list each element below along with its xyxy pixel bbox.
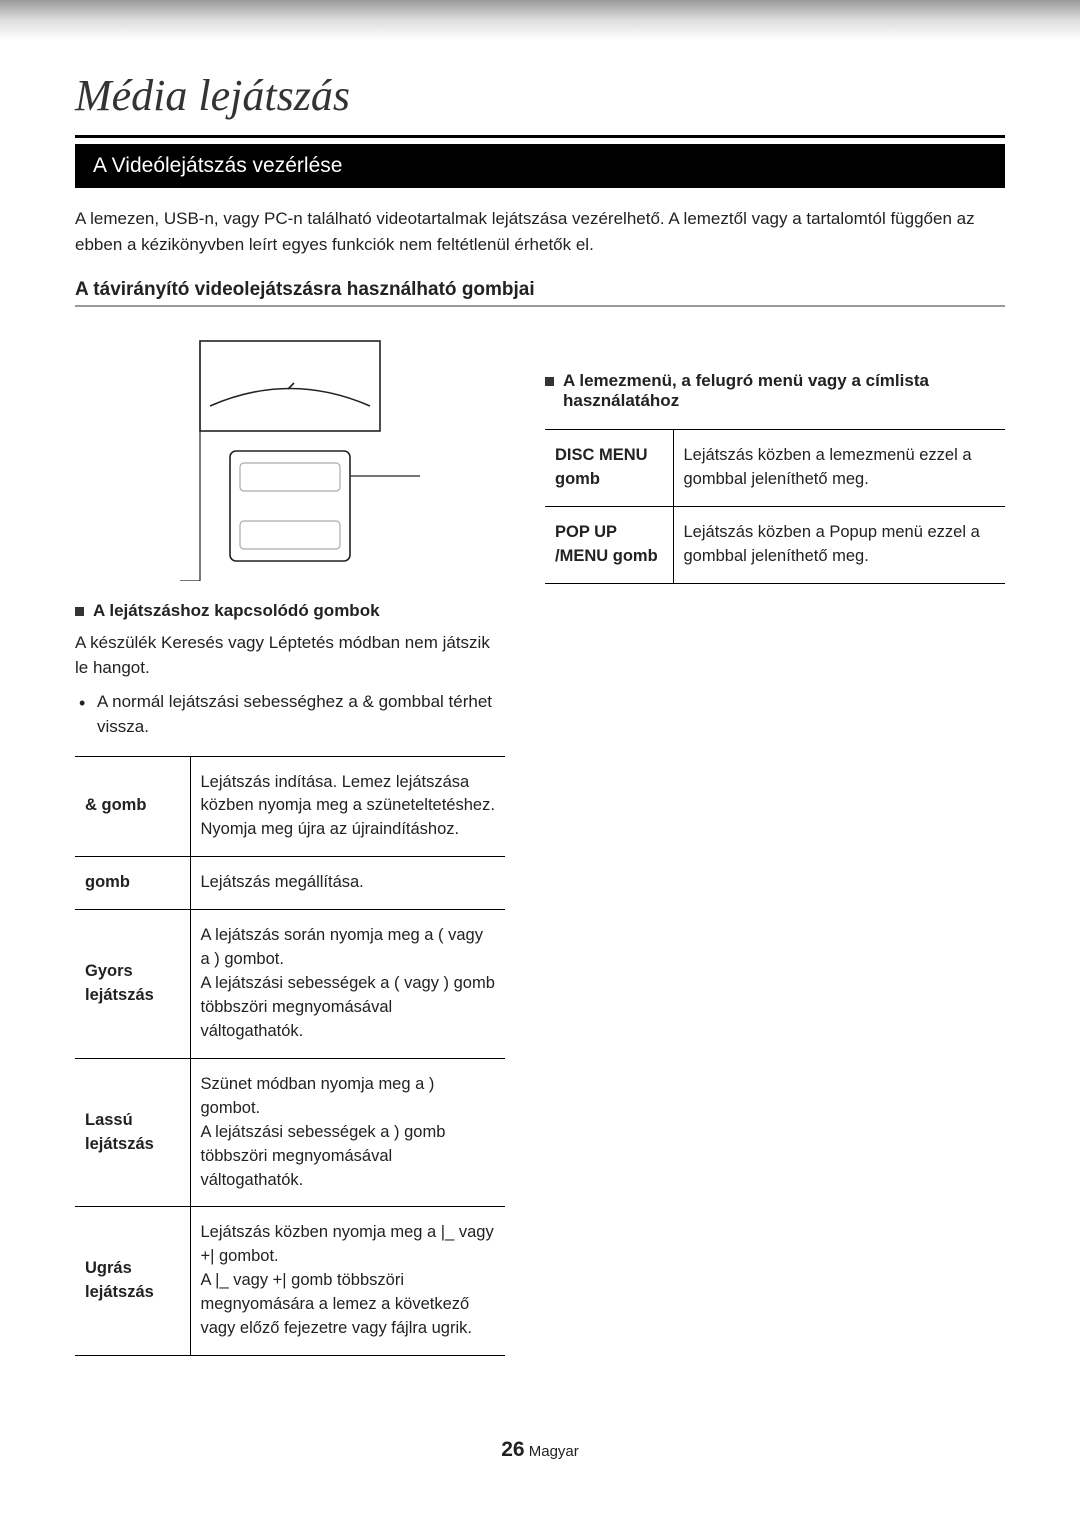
left-bullet: A normál lejátszási sebességhez a & gomb… [75, 690, 505, 739]
right-column: A lemezmenü, a felugró menü vagy a címli… [545, 331, 1005, 1356]
two-column-layout: A lejátszáshoz kapcsolódó gombok A készü… [75, 331, 1005, 1356]
section-header: A Videólejátszás vezérlése [75, 144, 1005, 188]
row-label: Lassú lejátszás [75, 1058, 190, 1207]
table-row: gomb Lejátszás megállítása. [75, 857, 505, 910]
page-footer: 26 Magyar [0, 1438, 1080, 1462]
row-desc: Lejátszás megállítása. [190, 857, 505, 910]
subsection-underline [75, 305, 1005, 307]
table-row: POP UP /MENU gomb Lejátszás közben a Pop… [545, 506, 1005, 583]
row-desc: Lejátszás indítása. Lemez lejátszása köz… [190, 756, 505, 857]
table-row: Gyors lejátszás A lejátszás során nyomja… [75, 910, 505, 1059]
row-label: DISC MENU gomb [545, 430, 673, 507]
row-label: Ugrás lejátszás [75, 1207, 190, 1356]
table-row: DISC MENU gomb Lejátszás közben a lemezm… [545, 430, 1005, 507]
top-gradient [0, 0, 1080, 40]
row-desc: Lejátszás közben nyomja meg a |_ vagy +|… [190, 1207, 505, 1356]
subsection-title: A távirányító videolejátszásra használha… [75, 279, 1005, 301]
left-para1: A készülék Keresés vagy Léptetés módban … [75, 631, 505, 680]
title-underline [75, 135, 1005, 138]
intro-paragraph: A lemezen, USB-n, vagy PC-n található vi… [75, 206, 1005, 257]
page-title: Média lejátszás [75, 70, 1005, 121]
table-row: & gomb Lejátszás indítása. Lemez lejátsz… [75, 756, 505, 857]
remote-diagram [160, 331, 420, 581]
row-label: POP UP /MENU gomb [545, 506, 673, 583]
row-desc: A lejátszás során nyomja meg a ( vagy a … [190, 910, 505, 1059]
row-label: gomb [75, 857, 190, 910]
table-row: Lassú lejátszás Szünet módban nyomja meg… [75, 1058, 505, 1207]
menu-buttons-table: DISC MENU gomb Lejátszás közben a lemezm… [545, 429, 1005, 584]
page-number: 26 [501, 1438, 524, 1461]
row-desc: Szünet módban nyomja meg a ) gombot. A l… [190, 1058, 505, 1207]
playback-buttons-table: & gomb Lejátszás indítása. Lemez lejátsz… [75, 756, 505, 1357]
table-row: Ugrás lejátszás Lejátszás közben nyomja … [75, 1207, 505, 1356]
row-desc: Lejátszás közben a Popup menü ezzel a go… [673, 506, 1005, 583]
left-heading: A lejátszáshoz kapcsolódó gombok [75, 601, 505, 621]
left-column: A lejátszáshoz kapcsolódó gombok A készü… [75, 331, 505, 1356]
row-label: & gomb [75, 756, 190, 857]
right-heading: A lemezmenü, a felugró menü vagy a címli… [545, 371, 1005, 411]
row-desc: Lejátszás közben a lemezmenü ezzel a gom… [673, 430, 1005, 507]
row-label: Gyors lejátszás [75, 910, 190, 1059]
footer-lang: Magyar [529, 1443, 579, 1460]
page-content: Média lejátszás A Videólejátszás vezérlé… [0, 40, 1080, 1356]
